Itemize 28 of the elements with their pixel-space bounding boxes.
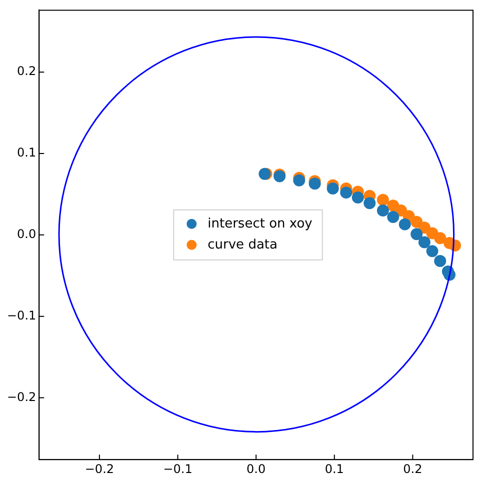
point xyxy=(340,186,352,199)
point xyxy=(398,218,411,230)
point xyxy=(434,254,446,267)
point xyxy=(326,182,339,194)
y-tick-label: 0.0 xyxy=(17,227,36,242)
legend-label: intersect on xoy xyxy=(208,216,313,232)
point xyxy=(352,191,364,204)
x-tick-label: −0.2 xyxy=(84,462,114,476)
x-tick-label: 0.2 xyxy=(403,462,422,476)
x-tick-label: 0.0 xyxy=(246,462,266,476)
legend-label: curve data xyxy=(208,237,278,252)
point xyxy=(308,178,321,190)
point xyxy=(293,174,306,186)
point xyxy=(410,228,423,240)
x-tick-label: −0.1 xyxy=(163,462,192,476)
point xyxy=(426,245,438,258)
point xyxy=(434,232,446,244)
x-tick-label: 0.1 xyxy=(324,462,344,476)
point xyxy=(376,204,389,216)
point xyxy=(418,236,430,248)
point xyxy=(364,197,376,210)
point xyxy=(410,216,423,228)
point xyxy=(387,210,400,223)
y-tick-label: −0.2 xyxy=(7,390,36,404)
y-tick-label: 0.2 xyxy=(17,64,36,78)
y-tick-label: −0.1 xyxy=(7,308,36,322)
y-tick-label: 0.1 xyxy=(17,146,36,160)
point xyxy=(376,194,389,206)
